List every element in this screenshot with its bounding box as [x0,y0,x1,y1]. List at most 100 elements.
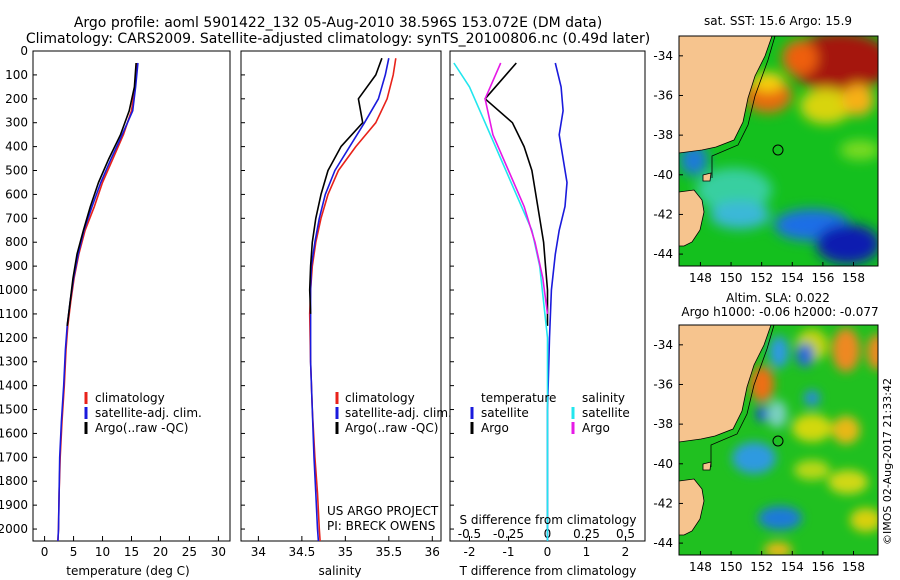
legend-label-t-argo: Argo [481,421,509,435]
sla-argo-location-marker [772,435,784,447]
sla-map [678,324,879,556]
lat-tick-label: -42 [653,207,673,221]
lon-tick-label: 150 [720,271,743,285]
difference-xlabel-bottom: T difference from climatology [459,564,637,578]
lat-tick-label: -34 [653,338,673,352]
difference-legend: temperature satellite Argo salinity sate… [470,391,630,435]
pi-annotation: PI: BRECK OWENS [327,519,435,533]
depth-tick-label: 600 [5,187,28,201]
depth-tick-label: 0 [20,44,28,58]
series-line-temperature-argo [484,62,549,326]
x-tick-label: -2 [464,545,476,559]
x-tick-label: 0 [544,545,552,559]
lat-tick-label: -42 [653,496,673,510]
legend-label-argo: Argo(..raw -QC) [95,421,188,435]
figure-title-line2: Climatology: CARS2009. Satellite-adjuste… [26,31,650,47]
legend-label-s-argo: Argo [582,421,610,435]
depth-axis: 0 100 200 300 400 500 600 700 800 900 1000 1100 1200… [0,44,28,536]
difference-xlabel-top: S difference from climatology [460,513,637,527]
legend-label-satellite: satellite-adj. clim. [345,406,452,420]
x-tick-label-top: 0.5 [616,527,635,541]
temperature-axes [32,50,231,542]
lat-tick-label: -40 [653,457,673,471]
depth-tick-label: 1700 [0,450,28,464]
depth-tick-label: 300 [5,116,28,130]
depth-tick-label: 1600 [0,426,28,440]
depth-tick-label: 1100 [0,307,28,321]
lon-tick-label: 154 [781,560,804,574]
depth-tick-label: 1500 [0,403,28,417]
x-tick-label-top: 0.25 [573,527,600,541]
salinity-legend: climatology satellite-adj. clim. Argo(..… [335,391,452,435]
legend-heading-temperature: temperature [481,391,556,405]
sla-map-title: Altim. SLA: 0.022 [726,291,830,305]
legend-heading-salinity: salinity [582,391,625,405]
depth-tick-label: 1000 [0,283,28,297]
x-tick-label: 20 [153,545,168,559]
x-tick-label: 35 [338,545,353,559]
x-tick-label: 15 [124,545,139,559]
series-line-climatology [308,58,397,542]
lon-tick-label: 148 [689,271,712,285]
legend-label-s-satellite: satellite [582,406,630,420]
x-tick-label: 36 [425,545,440,559]
x-tick-label: 25 [182,545,197,559]
depth-tick-label: 1900 [0,498,28,512]
sst-argo-location-marker [772,144,784,156]
sla-map-ticks: 148 150 152 154 156 158 -34 -36 -38 -40 -42 -44 [653,338,865,574]
lon-tick-label: 148 [689,560,712,574]
lat-tick-label: -44 [653,247,673,261]
sst-map [678,35,879,267]
salinity-plot: 34 34.5 35 35.5 36 [241,50,440,559]
legend-label-argo: Argo(..raw -QC) [345,421,438,435]
legend-label-climatology: climatology [95,391,165,405]
depth-tick-label: 200 [5,92,28,106]
series-line-salinity-satellite [453,62,549,541]
project-annotation: US ARGO PROJECT [327,504,439,518]
depth-tick-label: 2000 [0,522,28,536]
temperature-legend: climatology satellite-adj. clim. Argo(..… [84,391,202,435]
x-tick-label-top: -0.25 [493,527,524,541]
x-tick-label: 2 [622,545,630,559]
x-tick-label: 5 [70,545,78,559]
lon-tick-label: 158 [842,560,865,574]
lat-tick-label: -36 [653,88,673,102]
lon-tick-label: 150 [720,560,743,574]
depth-tick-label: 1200 [0,331,28,345]
x-tick-label-top: -0.5 [458,527,481,541]
lat-tick-label: -34 [653,49,673,63]
x-tick-label: 1 [583,545,591,559]
difference-plot: -2 -1 0 1 2-0.5 -0.25 0 0.25 0.5 [450,50,635,559]
temperature-plot: 0 5 10 15 20 25 30 [33,50,226,559]
lon-tick-label: 158 [842,271,865,285]
imos-timestamp: ©IMOS 02-Aug-2017 21:33:42 [881,378,894,545]
x-tick-label: 10 [95,545,110,559]
depth-tick-label: 100 [5,68,28,82]
x-tick-label: 35.5 [375,545,402,559]
lat-tick-label: -40 [653,168,673,182]
series-line-argo-raw-qc- [308,57,383,314]
series-line-argo-raw-qc- [66,62,137,326]
lat-tick-label: -38 [653,417,673,431]
legend-label-climatology: climatology [345,391,415,405]
lon-tick-label: 156 [811,560,834,574]
lon-tick-label: 156 [811,271,834,285]
legend-label-satellite: satellite-adj. clim. [95,406,202,420]
lat-tick-label: -36 [653,377,673,391]
salinity-axes [240,50,442,542]
sst-map-title: sat. SST: 15.6 Argo: 15.9 [704,14,852,28]
lon-tick-label: 154 [781,271,804,285]
depth-tick-label: 500 [5,164,28,178]
series-line-salinity-argo [484,62,549,315]
x-tick-label: 34 [251,545,266,559]
salinity-xlabel: salinity [318,564,361,578]
x-tick-label: -1 [503,545,515,559]
sst-map-ticks: 148 150 152 154 156 158 -34 -36 -38 -40 -42 -44 [653,49,865,285]
x-tick-label: 34.5 [289,545,316,559]
depth-tick-label: 700 [5,211,28,225]
depth-tick-label: 400 [5,140,28,154]
x-tick-label: 0 [41,545,49,559]
depth-tick-label: 1800 [0,474,28,488]
lon-tick-label: 152 [750,560,773,574]
